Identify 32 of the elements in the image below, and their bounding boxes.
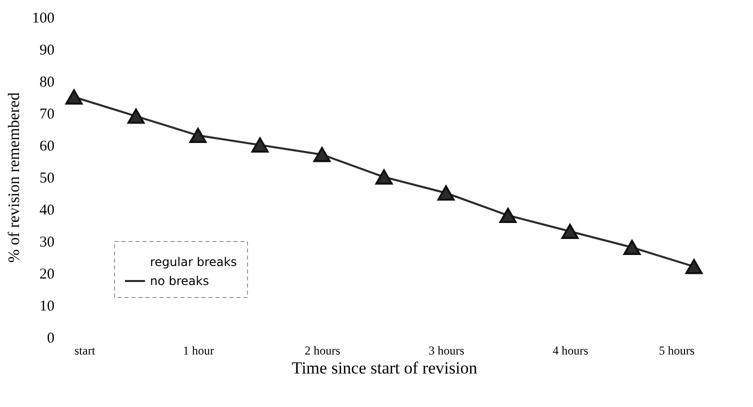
y-tick-label: 90 xyxy=(40,42,54,58)
point xyxy=(313,147,331,162)
point xyxy=(375,169,393,185)
x-axis-title: Time since start of revision xyxy=(292,358,478,378)
point xyxy=(499,208,517,223)
point xyxy=(623,240,641,255)
y-tick-label: 10 xyxy=(40,298,54,314)
y-tick-label: 30 xyxy=(40,234,54,250)
legend-label: no breaks xyxy=(150,274,209,288)
y-tick-label: 20 xyxy=(40,266,54,282)
y-tick-label: 60 xyxy=(40,138,54,154)
x-tick-label: 3 hours xyxy=(428,344,465,358)
point xyxy=(127,108,145,124)
point xyxy=(251,137,269,153)
point xyxy=(189,128,207,143)
x-tick-label: 2 hours xyxy=(304,344,341,358)
x-tick-label: 1 hour xyxy=(183,344,214,358)
point xyxy=(437,185,455,201)
x-tick-label: start xyxy=(74,344,96,358)
y-tick-label: 0 xyxy=(47,330,54,346)
point xyxy=(685,259,703,274)
text: regular breaks xyxy=(150,255,237,269)
y-axis-title: % of revision remembered xyxy=(6,92,23,263)
y-tick-label: 50 xyxy=(40,170,54,186)
y-tick-label: 40 xyxy=(40,202,54,218)
x-tick-label: 5 hours xyxy=(658,344,695,358)
x-tick-label: 4 hours xyxy=(552,344,589,358)
point xyxy=(561,224,579,239)
y-tick-label: 80 xyxy=(40,74,54,90)
point xyxy=(65,89,83,105)
y-tick-label: 100 xyxy=(32,10,54,26)
y-tick-label: 70 xyxy=(40,106,54,122)
